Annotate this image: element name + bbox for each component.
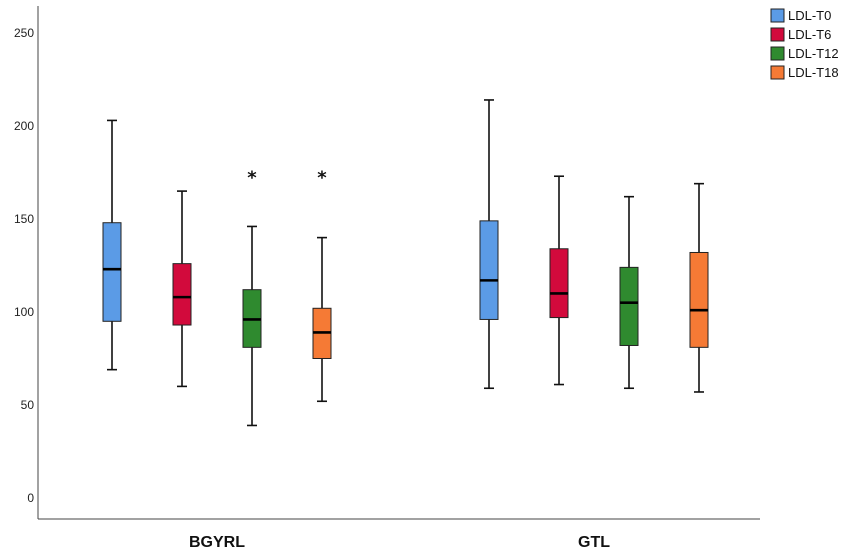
legend-label: LDL-T0 <box>788 8 831 23</box>
y-tick-label: 100 <box>14 305 34 319</box>
y-tick-label: 0 <box>27 491 34 505</box>
y-axis-ticks: 0 50 100 150 200 250 <box>14 26 34 505</box>
legend-swatch <box>770 46 785 61</box>
axes <box>37 6 760 520</box>
box-LDL-T6-BGYRL <box>172 190 192 388</box>
legend-label: LDL-T6 <box>788 27 831 42</box>
legend-swatch <box>770 27 785 42</box>
legend-swatch <box>770 65 785 80</box>
box-iqr <box>102 222 122 322</box>
box-LDL-T18-BGYRL: * <box>312 167 332 403</box>
legend-item: LDL-T12 <box>770 46 839 61</box>
y-tick-label: 200 <box>14 119 34 133</box>
outlier-marker: * <box>247 167 257 188</box>
y-tick-label: 250 <box>14 26 34 40</box>
legend: LDL-T0 LDL-T6 LDL-T12 LDL-T18 <box>770 8 839 80</box>
y-tick-label: 150 <box>14 212 34 226</box>
x-axis-labels: BGYRL GTL <box>189 534 610 551</box>
legend-label: LDL-T18 <box>788 65 839 80</box>
legend-swatch <box>770 8 785 23</box>
box-LDL-T12-GTL <box>619 195 639 390</box>
box-iqr <box>479 220 499 320</box>
legend-item: LDL-T6 <box>770 27 831 42</box>
box-iqr <box>619 266 639 346</box>
box-iqr <box>689 251 709 348</box>
box-LDL-T12-BGYRL: * <box>242 167 262 427</box>
legend-item: LDL-T18 <box>770 65 839 80</box>
box-LDL-T18-GTL <box>689 182 709 393</box>
outlier-marker: * <box>317 167 327 188</box>
box-LDL-T0-BGYRL <box>102 119 122 371</box>
boxes: * * <box>102 99 709 427</box>
legend-item: LDL-T0 <box>770 8 831 23</box>
y-tick-label: 50 <box>21 398 35 412</box>
x-category-label: BGYRL <box>189 534 245 551</box>
box-LDL-T6-GTL <box>549 175 569 386</box>
box-iqr <box>172 263 192 326</box>
legend-label: LDL-T12 <box>788 46 839 61</box>
box-LDL-T0-GTL <box>479 99 499 390</box>
box-iqr <box>549 248 569 319</box>
x-category-label: GTL <box>578 534 610 551</box>
